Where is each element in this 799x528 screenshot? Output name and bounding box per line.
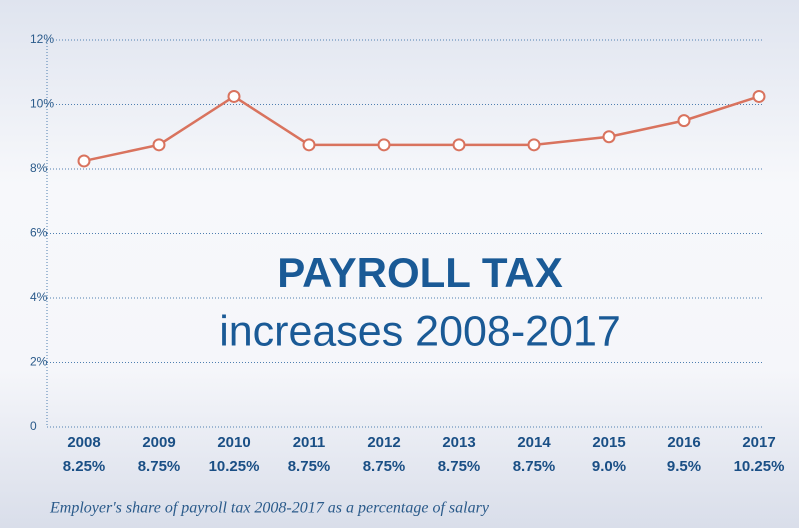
- point: [602, 130, 616, 144]
- value-label: 8.75%: [513, 458, 556, 475]
- x-tick-label: 2012: [367, 434, 400, 451]
- x-tick-label: 2010: [217, 434, 250, 451]
- point: [527, 138, 541, 152]
- y-tick-label: 4%: [30, 290, 48, 304]
- caption: Employer's share of payroll tax 2008-201…: [49, 500, 490, 517]
- y-tick-label: 6%: [30, 226, 48, 240]
- x-tick-label: 2013: [442, 434, 475, 451]
- value-label: 8.75%: [138, 458, 181, 475]
- point: [227, 89, 241, 103]
- point: [377, 138, 391, 152]
- value-label: 10.25%: [209, 458, 260, 475]
- point: [752, 89, 766, 103]
- point: [452, 138, 466, 152]
- x-tick-label: 2014: [517, 434, 551, 451]
- chart-title: PAYROLL TAX: [277, 249, 563, 296]
- value-label: 10.25%: [734, 458, 785, 475]
- y-tick-label: 2%: [30, 355, 48, 369]
- x-tick-label: 2017: [742, 434, 775, 451]
- value-label: 8.75%: [288, 458, 331, 475]
- point: [77, 154, 91, 168]
- point: [152, 138, 166, 152]
- value-label: 8.75%: [363, 458, 406, 475]
- line: [83, 94, 760, 163]
- value-label: 8.25%: [63, 458, 106, 475]
- x-tick-label: 2008: [67, 434, 100, 451]
- x-tick-label: 2011: [293, 434, 326, 451]
- chart-subtitle: increases 2008-2017: [219, 307, 621, 355]
- point: [677, 114, 691, 128]
- value-label: 9.0%: [592, 458, 626, 475]
- point: [302, 138, 316, 152]
- y-tick-label: 0: [30, 419, 37, 433]
- x-tick-label: 2015: [592, 434, 625, 451]
- y-tick-label: 8%: [30, 161, 48, 175]
- y-tick-label: 12%: [30, 32, 54, 46]
- y-tick-label: 10%: [30, 97, 54, 111]
- value-label: 8.75%: [438, 458, 481, 475]
- x-tick-label: 2009: [142, 434, 175, 451]
- x-tick-label: 2016: [667, 434, 700, 451]
- value-label: 9.5%: [667, 458, 701, 475]
